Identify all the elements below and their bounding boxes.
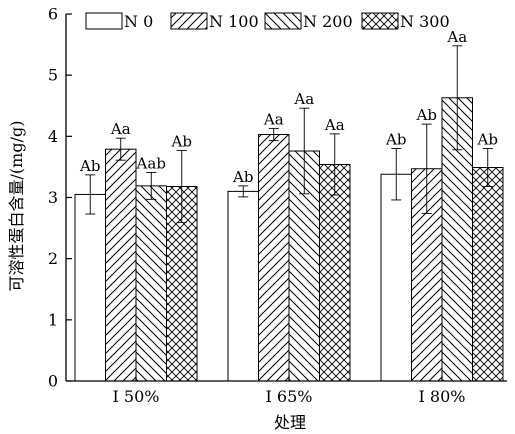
legend-item: N 300 [361, 12, 450, 31]
x-tick-label: I 65% [266, 387, 313, 406]
y-axis-title-group: 可溶性蛋白含量/(mg/g) [7, 121, 26, 292]
bar [319, 163, 351, 382]
significance-label: Aa [293, 90, 314, 108]
bar [472, 167, 504, 382]
x-tick-label: I 50% [113, 387, 160, 406]
x-tick-label: I 80% [419, 387, 466, 406]
legend-swatch [264, 12, 302, 30]
y-tick-label: 3 [48, 188, 58, 207]
significance-label: Aa [263, 110, 284, 128]
bar [227, 190, 259, 382]
legend-label: N 200 [303, 12, 353, 31]
bar-group: Ab Aa Aa Aa [227, 90, 351, 382]
y-tick-label: 5 [48, 66, 58, 85]
y-tick-label: 0 [48, 372, 58, 391]
bar-group: Ab Ab Aa Ab [380, 28, 504, 382]
legend-item: N 100 [170, 12, 259, 31]
significance-label: Ab [171, 132, 192, 150]
legend: N 0 N 100 N 200 N 300 [85, 12, 450, 31]
significance-label: Aa [446, 28, 467, 46]
bar [74, 193, 106, 382]
bar [105, 148, 137, 382]
significance-label: Ab [79, 157, 100, 175]
legend-swatch [361, 12, 399, 30]
bar [135, 185, 167, 382]
legend-swatch [170, 12, 208, 30]
bars: Ab Aa Aab Ab Ab Aa Aa Aa Ab Ab Aa Ab [74, 28, 504, 382]
y-axis-title: 可溶性蛋白含量/(mg/g) [7, 121, 26, 292]
y-tick-label: 6 [48, 5, 58, 24]
y-axis-ticks: 0 1 2 3 4 5 6 [48, 5, 72, 391]
significance-label: Aa [110, 120, 131, 138]
significance-label: Ab [477, 131, 498, 149]
y-tick-label: 1 [48, 310, 58, 329]
y-tick-label: 2 [48, 249, 58, 268]
legend-label: N 0 [124, 12, 153, 31]
significance-label: Ab [416, 106, 437, 124]
bar [258, 133, 290, 382]
legend-item: N 200 [264, 12, 353, 31]
axes [65, 14, 507, 382]
significance-label: Aab [136, 154, 166, 172]
significance-label: Ab [232, 168, 253, 186]
significance-label: Ab [385, 131, 406, 149]
y-tick-label: 4 [48, 127, 58, 146]
significance-label: Aa [324, 116, 345, 134]
legend-swatch [85, 12, 123, 30]
bar-group: Ab Aa Aab Ab [74, 120, 198, 382]
legend-item: N 0 [85, 12, 153, 31]
x-axis-title: 处理 [274, 413, 306, 432]
legend-label: N 300 [400, 12, 450, 31]
legend-label: N 100 [209, 12, 259, 31]
bar [380, 173, 412, 382]
